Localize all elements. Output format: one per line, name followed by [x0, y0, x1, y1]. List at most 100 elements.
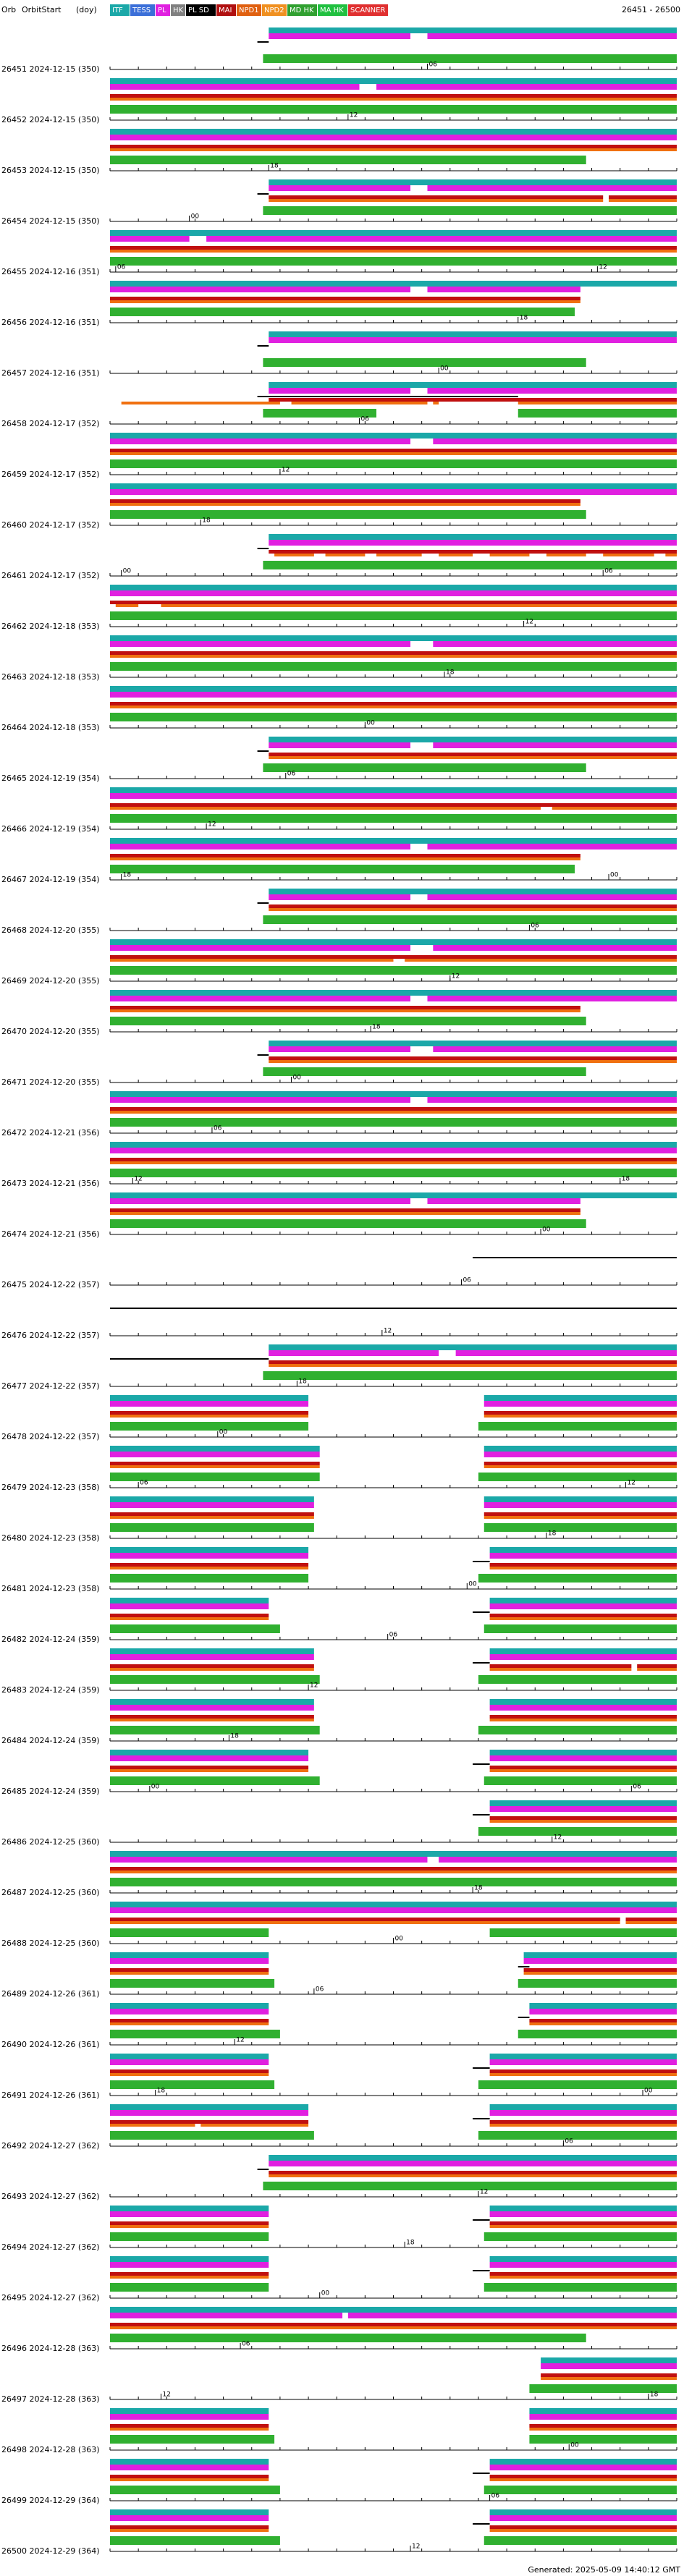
timeline-bar — [376, 84, 677, 90]
orbit-label: 26487 2024-12-25 (360) — [1, 1888, 100, 1897]
timeline-bar — [110, 2465, 269, 2470]
timeline-bar — [489, 2262, 677, 2268]
orbit-label: 26460 2024-12-17 (352) — [1, 520, 100, 530]
timeline-bar — [110, 499, 580, 503]
timeline-bar — [121, 402, 280, 404]
timeline-bar — [473, 1561, 490, 1562]
timeline-bar — [110, 1415, 309, 1418]
hour-label: 06 — [491, 2493, 500, 2500]
timeline-bar — [110, 281, 677, 287]
timeline-bar — [529, 2022, 677, 2025]
timeline-bar — [110, 2124, 195, 2127]
orbit-label: 26484 2024-12-24 (359) — [1, 1736, 100, 1745]
timeline-bar — [110, 1192, 677, 1198]
timeline-bar — [110, 1574, 309, 1583]
timeline-bar — [257, 345, 269, 347]
timeline-bar — [489, 2206, 677, 2211]
timeline-bar — [110, 129, 677, 135]
timeline-bar — [110, 1496, 314, 1502]
timeline-bar — [433, 641, 677, 647]
orbit-label: 26479 2024-12-23 (358) — [1, 1483, 100, 1492]
timeline-bar — [110, 1918, 620, 1921]
hour-label: 06 — [316, 1986, 324, 1994]
hour-label: 06 — [117, 264, 126, 271]
timeline-bar — [489, 1648, 677, 1654]
orbit-label: 26486 2024-12-25 (360) — [1, 1837, 100, 1847]
timeline-bar — [110, 1547, 309, 1553]
timeline-bar — [489, 2515, 677, 2521]
timeline-bar — [257, 750, 269, 752]
timeline-bar — [110, 1902, 677, 1907]
timeline-bar — [110, 84, 360, 90]
timeline-bar — [263, 206, 677, 215]
timeline-bar — [489, 2276, 677, 2279]
timeline-bar — [110, 814, 677, 823]
timeline-bar — [609, 195, 677, 199]
timeline-bar — [110, 641, 410, 647]
hour-label: 00 — [321, 2290, 330, 2297]
timeline-bar — [489, 2459, 677, 2465]
timeline-bar — [110, 1465, 320, 1468]
timeline-bar — [257, 1054, 269, 1056]
timeline-bar — [110, 156, 586, 164]
hour-label: 00 — [468, 1581, 477, 1588]
timeline-bar — [110, 1755, 309, 1761]
timeline-bar — [110, 803, 677, 807]
timeline-bar — [110, 2054, 269, 2059]
hour-label: 12 — [162, 2391, 170, 2399]
orbit-label: 26466 2024-12-19 (354) — [1, 824, 100, 834]
timeline-bar — [263, 54, 677, 63]
timeline-bar — [433, 945, 677, 951]
timeline-bar — [489, 1820, 677, 1823]
timeline-bar — [427, 33, 677, 39]
orbit-label: 26461 2024-12-17 (352) — [1, 571, 100, 580]
timeline-bar — [269, 550, 677, 554]
legend-swatch — [216, 4, 236, 16]
timeline-bar — [110, 854, 580, 857]
timeline-bar — [110, 1857, 428, 1863]
timeline-bar — [473, 1763, 490, 1765]
timeline-bar — [603, 554, 654, 556]
timeline-bar — [206, 236, 677, 242]
hour-label: 00 — [151, 1784, 160, 1791]
timeline-bar — [269, 889, 677, 894]
timeline-bar — [263, 915, 677, 924]
timeline-bar — [484, 1446, 677, 1452]
timeline-bar — [110, 2334, 586, 2342]
orbit-label: 26488 2024-12-25 (360) — [1, 1939, 100, 1948]
orbit-label: 26474 2024-12-21 (356) — [1, 1229, 100, 1239]
hour-label: 12 — [628, 1480, 636, 1487]
timeline-bar — [263, 358, 586, 367]
timeline-bar — [110, 1769, 309, 1772]
timeline-bar — [484, 2536, 677, 2545]
orbit-label: 26452 2024-12-15 (350) — [1, 115, 100, 124]
timeline-bar — [110, 2073, 269, 2076]
timeline-bar — [110, 1563, 309, 1567]
timeline-bar — [269, 185, 410, 191]
timeline-bar — [518, 2030, 677, 2038]
timeline-bar — [110, 145, 677, 148]
timeline-bar — [110, 297, 580, 300]
orbit-label: 26464 2024-12-18 (353) — [1, 723, 100, 732]
timeline-bar — [110, 2003, 269, 2009]
timeline-bar — [110, 2019, 269, 2022]
legend-label: MA HK — [320, 7, 344, 14]
timeline-bar — [110, 1952, 269, 1958]
orbit-label: 26494 2024-12-27 (362) — [1, 2242, 100, 2252]
timeline-bar — [110, 2459, 269, 2465]
timeline-bar — [110, 1928, 269, 1937]
timeline-bar — [257, 396, 518, 397]
timeline-bar — [489, 1654, 677, 1660]
legend-label: ITF — [112, 7, 123, 14]
timeline-bar — [529, 2019, 677, 2022]
hour-label: 00 — [440, 365, 449, 373]
timeline-bar — [110, 1867, 677, 1870]
timeline-bar — [110, 1968, 269, 1972]
legend-swatch — [262, 4, 287, 16]
timeline-bar — [110, 590, 677, 596]
hour-label: 12 — [208, 821, 216, 829]
timeline-bar — [269, 199, 604, 202]
orbit-label: 26454 2024-12-15 (350) — [1, 216, 100, 226]
orbit-label: 26462 2024-12-18 (353) — [1, 622, 100, 631]
orbit-label: 26456 2024-12-16 (351) — [1, 318, 100, 327]
